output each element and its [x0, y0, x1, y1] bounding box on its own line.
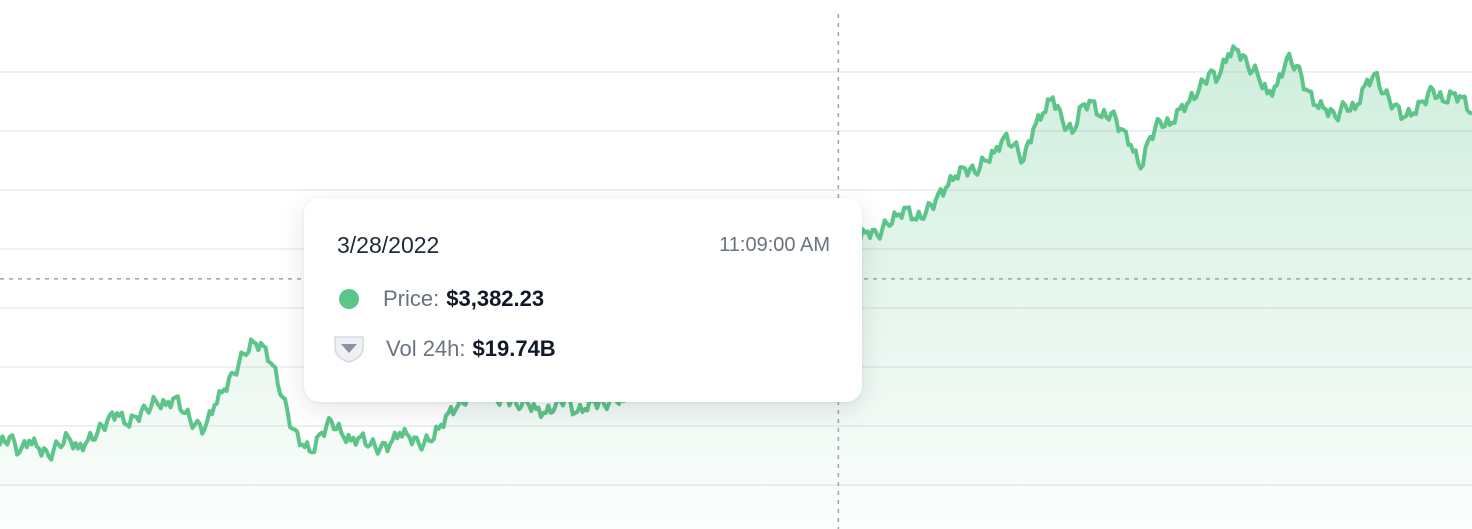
price-tooltip: 3/28/2022 11:09:00 AM Price: $3,382.23 V… [304, 198, 862, 402]
volume-shield-icon [332, 334, 366, 364]
price-area-fill [0, 46, 1472, 529]
green-dot-icon [339, 289, 359, 309]
volume-value: $19.74B [472, 336, 556, 361]
volume-label: Vol 24h: [386, 336, 466, 361]
tooltip-volume-row: Vol 24h: $19.74B [332, 334, 556, 364]
tooltip-time: 11:09:00 AM [719, 234, 830, 256]
tooltip-date: 3/28/2022 [337, 232, 440, 258]
tooltip-price-row: Price: $3,382.23 [332, 286, 544, 312]
price-value: $3,382.23 [446, 286, 545, 311]
price-label: Price: [383, 286, 440, 311]
